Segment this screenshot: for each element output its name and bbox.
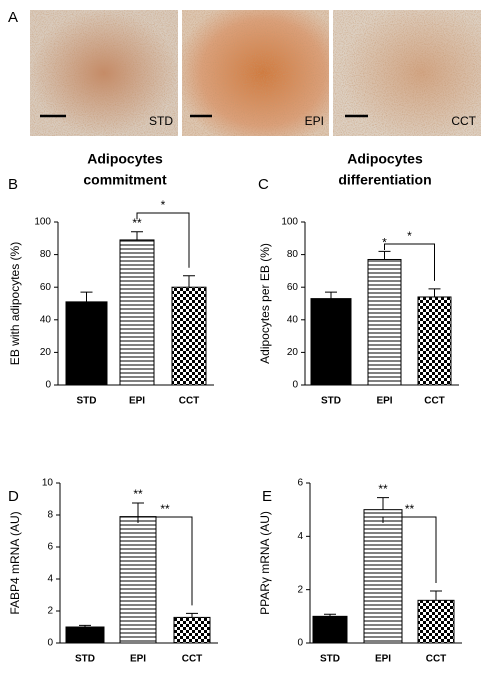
y-tick-label: 40 xyxy=(40,314,52,325)
error-bar xyxy=(186,612,198,618)
y-tick-label: 0 xyxy=(47,638,53,649)
bar xyxy=(367,258,402,386)
y-tick-label: 8 xyxy=(47,510,53,521)
panel-letter: A xyxy=(8,9,18,26)
bar xyxy=(65,301,108,386)
y-tick-label: 20 xyxy=(287,347,299,358)
x-tick-label: EPI xyxy=(375,654,391,665)
x-tick-label: STD xyxy=(77,396,97,407)
bracket xyxy=(137,516,193,606)
y-axis-label: Adipocytes per EB (%) xyxy=(258,243,272,364)
panel-letter: B xyxy=(8,176,18,193)
panel-letter: C xyxy=(258,176,269,193)
bracket xyxy=(384,243,435,281)
y-tick-label: 80 xyxy=(40,249,52,260)
y-tick-label: 2 xyxy=(297,584,303,595)
significance: * xyxy=(161,198,166,212)
bar xyxy=(363,509,403,644)
bar xyxy=(119,239,155,386)
x-tick-label: EPI xyxy=(129,396,145,407)
significance: ** xyxy=(160,502,170,516)
y-tick-label: 6 xyxy=(47,542,53,553)
x-tick-label: CCT xyxy=(424,396,445,407)
chart-title: commitment xyxy=(83,172,167,188)
x-tick-label: STD xyxy=(75,654,95,665)
bar xyxy=(171,286,207,386)
y-tick-label: 0 xyxy=(292,380,298,391)
x-tick-label: EPI xyxy=(376,396,392,407)
error-bar xyxy=(428,288,441,297)
x-tick-label: EPI xyxy=(130,654,146,665)
chart-title: Adipocytes xyxy=(87,151,163,167)
bar xyxy=(65,626,105,644)
y-tick-label: 100 xyxy=(281,217,298,228)
y-tick-label: 10 xyxy=(42,478,54,489)
x-tick-label: STD xyxy=(321,396,341,407)
x-tick-label: STD xyxy=(320,654,340,665)
error-bar xyxy=(183,275,195,288)
error-bar xyxy=(325,291,337,299)
x-tick-label: CCT xyxy=(179,396,200,407)
error-bar xyxy=(79,624,91,627)
x-tick-label: CCT xyxy=(426,654,447,665)
y-axis-label: PPARγ mRNA (AU) xyxy=(258,511,272,615)
y-tick-label: 20 xyxy=(40,347,52,358)
bar xyxy=(119,516,157,644)
y-tick-label: 4 xyxy=(47,574,53,585)
image-label: EPI xyxy=(305,114,324,128)
image-label: CCT xyxy=(451,114,476,128)
y-tick-label: 60 xyxy=(40,282,52,293)
chart-title: Adipocytes xyxy=(347,151,423,167)
bracket xyxy=(136,212,190,268)
chart-title: differentiation xyxy=(338,172,431,188)
significance: ** xyxy=(133,487,143,501)
bar xyxy=(310,298,352,386)
significance: * xyxy=(382,236,387,250)
significance: ** xyxy=(405,502,415,516)
significance: * xyxy=(407,229,412,243)
error-bar xyxy=(377,497,389,510)
bracket xyxy=(382,516,437,583)
x-tick-label: CCT xyxy=(182,654,203,665)
error-bar xyxy=(430,590,442,601)
y-tick-label: 4 xyxy=(297,531,303,542)
significance: ** xyxy=(132,216,142,230)
error-bar xyxy=(131,231,143,240)
y-tick-label: 80 xyxy=(287,249,299,260)
y-tick-label: 0 xyxy=(45,380,51,391)
bar xyxy=(417,599,455,644)
y-axis-label: EB with adipocytes (%) xyxy=(8,242,22,365)
y-axis-label: FABP4 mRNA (AU) xyxy=(8,511,22,614)
bar xyxy=(312,615,348,644)
y-tick-label: 0 xyxy=(297,638,303,649)
error-bar xyxy=(80,291,93,302)
error-bar xyxy=(378,250,391,260)
y-tick-label: 6 xyxy=(297,478,303,489)
panel-letter: E xyxy=(262,488,272,505)
bar xyxy=(417,296,452,386)
error-bar xyxy=(324,613,336,617)
significance: ** xyxy=(378,482,388,496)
y-tick-label: 40 xyxy=(287,314,299,325)
y-tick-label: 2 xyxy=(47,606,53,617)
error-bar xyxy=(132,502,144,517)
y-tick-label: 100 xyxy=(34,217,51,228)
panel-letter: D xyxy=(8,488,19,505)
y-tick-label: 60 xyxy=(287,282,299,293)
image-label: STD xyxy=(149,114,173,128)
micrographs: A STD EPI CCT xyxy=(8,9,481,136)
bar xyxy=(173,616,211,644)
